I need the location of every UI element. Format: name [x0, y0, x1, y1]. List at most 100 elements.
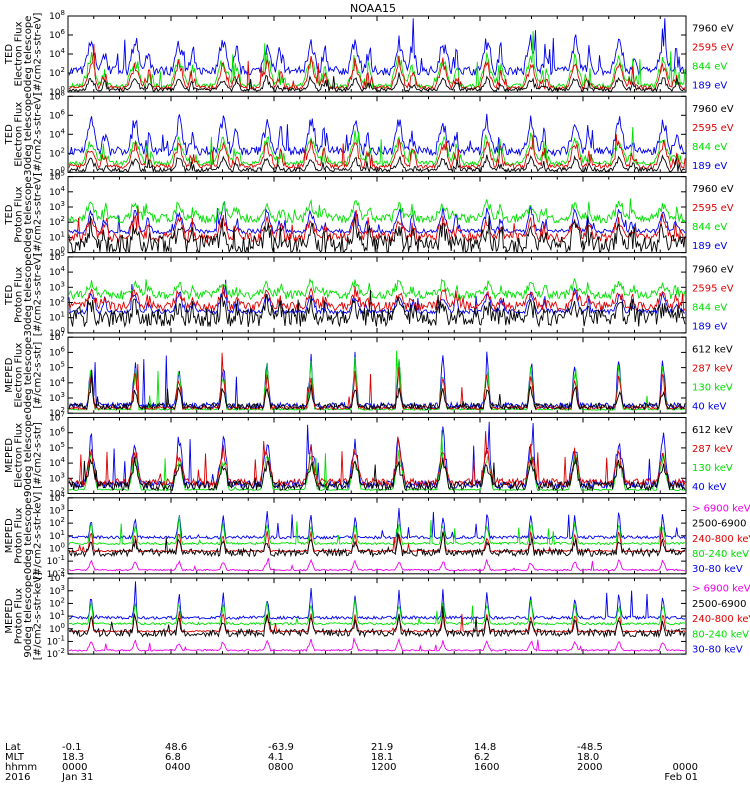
panel-1: 100 102 104 106 108 TEDElectron Flux0deg tele… — [4, 9, 734, 98]
y-axis-label-line: Proton Flux — [13, 267, 24, 323]
y-tick-label: 106 — [49, 345, 65, 358]
y-tick-label: 100 — [49, 85, 65, 98]
axis-tick-lat: 21.9 — [371, 742, 393, 753]
series-trace-130-kev — [68, 350, 686, 411]
panel-frame — [67, 497, 687, 575]
y-axis-label-line: Proton Flux — [13, 508, 24, 564]
legend-entry: 2595 eV — [692, 123, 734, 134]
legend-entry: 7960 eV — [692, 264, 734, 275]
y-tick-label: 100 — [49, 165, 65, 178]
series-trace-7960-ev — [68, 72, 686, 93]
series-trace-40-kev — [69, 351, 686, 411]
series-trace-844-ev — [68, 277, 686, 301]
axis-tick-lat: -48.5 — [577, 742, 603, 753]
y-axis-label-line: Electron Flux — [13, 343, 24, 408]
y-tick-label: 103 — [49, 200, 65, 213]
y-tick-label: 105 — [49, 170, 65, 183]
y-tick-label: 107 — [49, 411, 65, 424]
y-tick-label: 102 — [49, 406, 65, 419]
y-tick-label: 105 — [49, 441, 65, 454]
legend-entry: 2500-6900 — [692, 599, 747, 610]
series-trace-130-kev — [68, 430, 686, 492]
y-tick-label: 107 — [49, 330, 65, 343]
y-tick-label: 102 — [49, 146, 65, 159]
axis-tick-hhmm: 1600 — [474, 762, 499, 773]
y-axis-label-line: MEPED — [4, 518, 15, 553]
y-tick-label: 108 — [49, 89, 65, 102]
series-trace-6900-kev — [68, 558, 686, 572]
legend-entry: 30-80 keV — [692, 564, 743, 575]
y-axis-label-line: [#/cm2-s-str-keV] — [32, 572, 43, 660]
legend-entry: 2500-6900 — [692, 519, 747, 530]
y-tick-label: 108 — [49, 9, 65, 22]
y-axis-label-line: 0deg telescope — [23, 176, 34, 253]
y-axis-label-line: [#/cm2-s-str-eV] — [32, 173, 43, 256]
y-axis-label-line: 0deg telescope — [23, 497, 34, 574]
y-axis-label-line: 30deg telescope — [23, 253, 34, 336]
y-tick-label: 102 — [49, 215, 65, 228]
legend-entry: 240-800 keV — [692, 614, 750, 625]
legend-entry: > 6900 keV — [692, 503, 750, 514]
legend-entry: 844 eV — [692, 302, 727, 313]
legend-entry: 189 eV — [692, 161, 727, 172]
series-trace-2595-ev — [68, 284, 686, 313]
y-tick-label: 100 — [49, 541, 65, 554]
legend-entry: 240-800 keV — [692, 534, 750, 545]
y-tick-label: 103 — [49, 280, 65, 293]
y-tick-label: 101 — [49, 529, 65, 542]
y-axis-label-line: MEPED — [4, 357, 15, 392]
legend-entry: 189 eV — [692, 321, 727, 332]
y-tick-label: 102 — [49, 487, 65, 500]
series-trace-30-80-kev — [68, 507, 686, 541]
y-axis-label-line: [#/cm2-s-str] — [32, 342, 43, 409]
y-tick-label: 104 — [49, 376, 65, 389]
y-axis-label-line: TED — [4, 44, 15, 65]
axis-tick-hhmm: 0000 — [673, 762, 698, 773]
series-trace-844-ev — [68, 126, 686, 168]
series-trace-189-ev — [68, 18, 686, 77]
axis-tick-hhmm: 2000 — [577, 762, 602, 773]
y-axis-label-line: MEPED — [4, 598, 15, 633]
figure-title: NOAA15 — [350, 2, 396, 15]
series-trace-2500-6900 — [68, 605, 686, 639]
legend-entry: 40 keV — [692, 482, 726, 493]
y-axis-label-line: 0deg telescope — [23, 337, 34, 414]
axis-row-label: hhmm — [5, 762, 37, 773]
series-trace-2595-ev — [68, 43, 686, 91]
series-trace-612-kev — [68, 456, 686, 492]
axis-tick-lat: -0.1 — [62, 742, 82, 753]
panel-6: 102 103 104 105 106 107 MEPEDElectron Flux90de… — [4, 411, 733, 500]
y-axis-label-line: [#/cm2-s-str-eV] — [32, 13, 43, 96]
y-tick-label: 101 — [49, 609, 65, 622]
legend-entry: 2595 eV — [692, 283, 734, 294]
y-axis-label-line: MEPED — [4, 438, 15, 473]
legend-entry: 189 eV — [692, 241, 727, 252]
axis-tick-lat: 14.8 — [474, 742, 496, 753]
y-axis-label: MEPEDProton Flux0deg telescope[#/cm2-s-s… — [4, 492, 44, 580]
y-axis-label-line: 30deg telescope — [23, 93, 34, 176]
legend-entry: 7960 eV — [692, 184, 734, 195]
axis-tick-mlt: 18.0 — [577, 752, 599, 763]
y-tick-label: 103 — [49, 503, 65, 516]
y-tick-label: 103 — [49, 584, 65, 597]
series-trace-612-kev — [68, 370, 686, 412]
legend-entry: 80-240 keV — [692, 549, 749, 560]
series-trace-844-ev — [68, 30, 686, 90]
series-trace-7960-ev — [68, 215, 686, 254]
y-tick-label: 103 — [49, 391, 65, 404]
y-axis-label-line: [#/cm2-s-str-keV] — [32, 492, 43, 580]
y-tick-label: 104 — [49, 456, 65, 469]
y-axis-label: MEPEDElectron Flux90deg telescope[#/cm2-… — [4, 414, 44, 497]
axis-row-label: Lat — [5, 742, 21, 753]
y-tick-label: 106 — [49, 426, 65, 439]
series-trace-189-ev — [68, 113, 686, 158]
legend-entry: 287 keV — [692, 364, 733, 375]
y-tick-label: 104 — [49, 571, 65, 584]
y-axis-label-line: Proton Flux — [13, 588, 24, 644]
legend-entry: 844 eV — [692, 142, 727, 153]
y-axis-label: MEPEDElectron Flux0deg telescope[#/cm2-s… — [4, 337, 44, 414]
axis-tick-hhmm: 0400 — [165, 762, 190, 773]
